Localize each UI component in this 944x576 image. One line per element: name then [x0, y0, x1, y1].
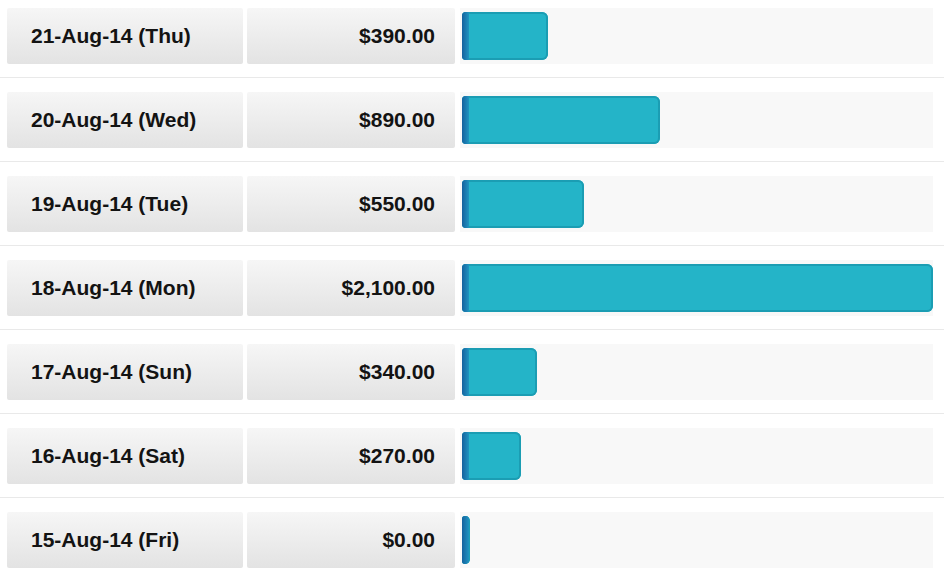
date-label: 15-Aug-14 (Fri) [7, 512, 243, 568]
bar-track [460, 8, 933, 64]
bar-track [460, 428, 933, 484]
chart-row: 21-Aug-14 (Thu) $390.00 [0, 8, 944, 64]
value-bar[interactable] [462, 264, 933, 312]
chart-row: 17-Aug-14 (Sun) $340.00 [0, 344, 944, 400]
bar-track [460, 176, 933, 232]
value-bar[interactable] [462, 516, 470, 564]
baseline-strip [462, 180, 469, 228]
baseline-strip [462, 264, 469, 312]
bar-track [460, 344, 933, 400]
amount-label: $550.00 [247, 176, 455, 232]
chart-row: 16-Aug-14 (Sat) $270.00 [0, 428, 944, 484]
date-label: 21-Aug-14 (Thu) [7, 8, 243, 64]
amount-label: $890.00 [247, 92, 455, 148]
row-separator [0, 497, 944, 498]
bar-track [460, 260, 933, 316]
baseline-strip [462, 516, 469, 564]
value-bar[interactable] [462, 12, 548, 60]
value-bar[interactable] [462, 348, 537, 396]
baseline-strip [462, 432, 469, 480]
chart-row: 18-Aug-14 (Mon) $2,100.00 [0, 260, 944, 316]
date-label: 20-Aug-14 (Wed) [7, 92, 243, 148]
date-label: 16-Aug-14 (Sat) [7, 428, 243, 484]
amount-label: $2,100.00 [247, 260, 455, 316]
date-label: 19-Aug-14 (Tue) [7, 176, 243, 232]
baseline-strip [462, 96, 469, 144]
amount-label: $390.00 [247, 8, 455, 64]
row-separator [0, 329, 944, 330]
value-bar[interactable] [462, 432, 521, 480]
chart-row: 19-Aug-14 (Tue) $550.00 [0, 176, 944, 232]
daily-revenue-bar-chart: 21-Aug-14 (Thu) $390.00 20-Aug-14 (Wed) … [0, 0, 944, 568]
date-label: 17-Aug-14 (Sun) [7, 344, 243, 400]
bar-track [460, 512, 933, 568]
amount-label: $340.00 [247, 344, 455, 400]
amount-label: $0.00 [247, 512, 455, 568]
baseline-strip [462, 12, 469, 60]
chart-row: 20-Aug-14 (Wed) $890.00 [0, 92, 944, 148]
bar-track [460, 92, 933, 148]
row-separator [0, 245, 944, 246]
value-bar[interactable] [462, 180, 584, 228]
chart-row: 15-Aug-14 (Fri) $0.00 [0, 512, 944, 568]
date-label: 18-Aug-14 (Mon) [7, 260, 243, 316]
row-separator [0, 77, 944, 78]
row-separator [0, 413, 944, 414]
baseline-strip [462, 348, 469, 396]
amount-label: $270.00 [247, 428, 455, 484]
value-bar[interactable] [462, 96, 660, 144]
row-separator [0, 161, 944, 162]
